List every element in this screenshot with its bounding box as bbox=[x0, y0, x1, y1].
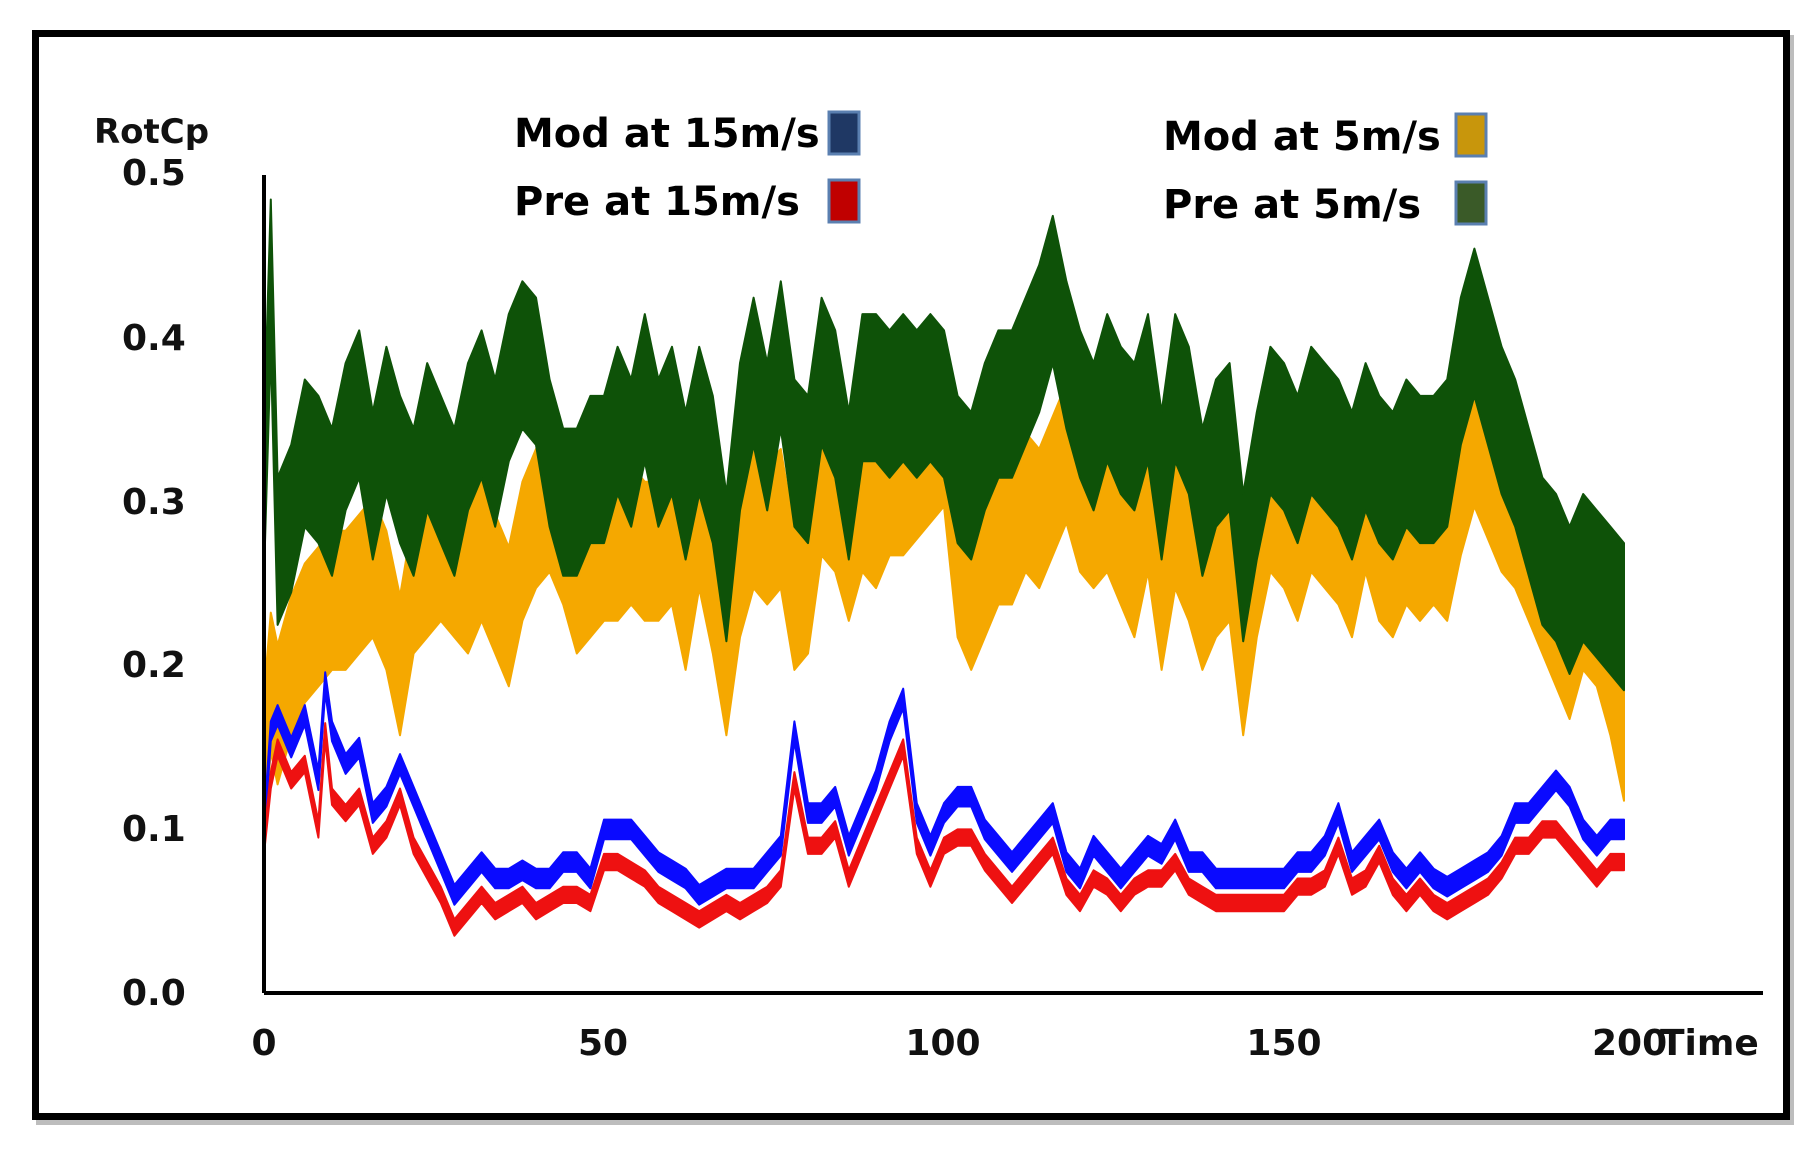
legend-item-pre-15: Pre at 15m/s bbox=[514, 178, 861, 225]
y-tick-label: 0.4 bbox=[122, 318, 186, 359]
y-tick-label: 0.1 bbox=[122, 809, 186, 850]
x-tick-label: 150 bbox=[1246, 1023, 1321, 1064]
legend-swatch bbox=[827, 178, 861, 224]
legend-label: Mod at 15m/s bbox=[514, 111, 820, 157]
y-tick-label: 0.0 bbox=[122, 973, 186, 1014]
figure-frame bbox=[32, 30, 1790, 1120]
legend-label: Pre at 5m/s bbox=[1163, 182, 1421, 228]
legend-label: Pre at 15m/s bbox=[514, 179, 800, 225]
y-axis-label: RotCp bbox=[94, 112, 209, 152]
y-tick-label: 0.2 bbox=[122, 645, 186, 686]
x-tick-label: 200 bbox=[1592, 1023, 1667, 1064]
legend-swatch bbox=[1454, 112, 1488, 158]
legend-swatch bbox=[827, 110, 861, 156]
x-axis-label: Time bbox=[1660, 1023, 1759, 1064]
series-band-1 bbox=[263, 198, 1625, 692]
legend-item-mod-5: Mod at 5m/s bbox=[1163, 112, 1488, 160]
series-band-3 bbox=[263, 722, 1625, 937]
x-tick-label: 50 bbox=[578, 1023, 628, 1064]
legend-swatch bbox=[1454, 180, 1488, 226]
legend-item-mod-15: Mod at 15m/s bbox=[514, 110, 861, 157]
legend-item-pre-5: Pre at 5m/s bbox=[1163, 180, 1488, 228]
x-tick-label: 100 bbox=[905, 1023, 980, 1064]
legend: Mod at 15m/s Pre at 15m/s Mod at 5m/s Pr… bbox=[514, 110, 1488, 228]
x-tick-label: 0 bbox=[251, 1023, 276, 1064]
y-tick-label: 0.5 bbox=[122, 153, 186, 194]
series-band-2 bbox=[263, 671, 1625, 906]
legend-label: Mod at 5m/s bbox=[1163, 114, 1441, 160]
y-tick-label: 0.3 bbox=[122, 482, 186, 523]
series-layer bbox=[263, 198, 1625, 937]
